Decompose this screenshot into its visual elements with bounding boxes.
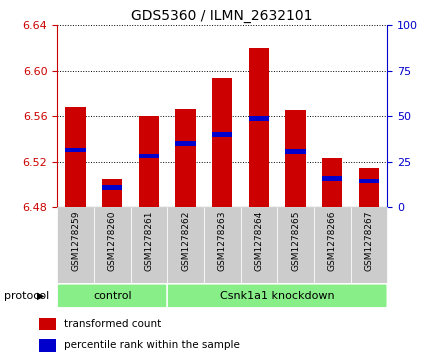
Text: GSM1278260: GSM1278260 [108, 211, 117, 271]
Bar [139, 116, 159, 207]
Bar [359, 179, 379, 183]
Bar [102, 179, 122, 207]
Text: GSM1278262: GSM1278262 [181, 211, 190, 271]
Text: percentile rank within the sample: percentile rank within the sample [64, 340, 240, 350]
Bar [57, 207, 94, 283]
Bar [39, 318, 56, 330]
Bar [167, 207, 204, 283]
Text: Csnk1a1 knockdown: Csnk1a1 knockdown [220, 291, 334, 301]
Bar [204, 207, 241, 283]
Text: transformed count: transformed count [64, 319, 161, 329]
Bar [66, 148, 86, 152]
Text: ▶: ▶ [37, 291, 45, 301]
Text: control: control [93, 291, 132, 301]
Bar [176, 141, 196, 146]
Text: GSM1278266: GSM1278266 [328, 211, 337, 271]
Bar [322, 176, 342, 181]
Bar [212, 132, 232, 136]
Title: GDS5360 / ILMN_2632101: GDS5360 / ILMN_2632101 [132, 9, 313, 23]
Text: protocol: protocol [4, 291, 50, 301]
FancyBboxPatch shape [167, 284, 387, 308]
Bar [277, 207, 314, 283]
Text: GSM1278261: GSM1278261 [144, 211, 154, 271]
Bar [359, 168, 379, 207]
Bar [131, 207, 167, 283]
Bar [241, 207, 277, 283]
Text: GSM1278265: GSM1278265 [291, 211, 300, 271]
Bar [249, 116, 269, 121]
Bar [322, 158, 342, 207]
Bar [351, 207, 387, 283]
Bar [102, 185, 122, 190]
Bar [94, 207, 131, 283]
Bar [39, 339, 56, 351]
Bar [286, 149, 306, 154]
Bar [314, 207, 351, 283]
Text: GSM1278264: GSM1278264 [254, 211, 264, 271]
Bar [212, 78, 232, 207]
Bar [139, 154, 159, 158]
Bar [176, 109, 196, 207]
Bar [249, 48, 269, 207]
Bar [66, 107, 86, 207]
Bar [286, 110, 306, 207]
Text: GSM1278259: GSM1278259 [71, 211, 80, 271]
Text: GSM1278267: GSM1278267 [364, 211, 374, 271]
Text: GSM1278263: GSM1278263 [218, 211, 227, 271]
FancyBboxPatch shape [57, 284, 167, 308]
